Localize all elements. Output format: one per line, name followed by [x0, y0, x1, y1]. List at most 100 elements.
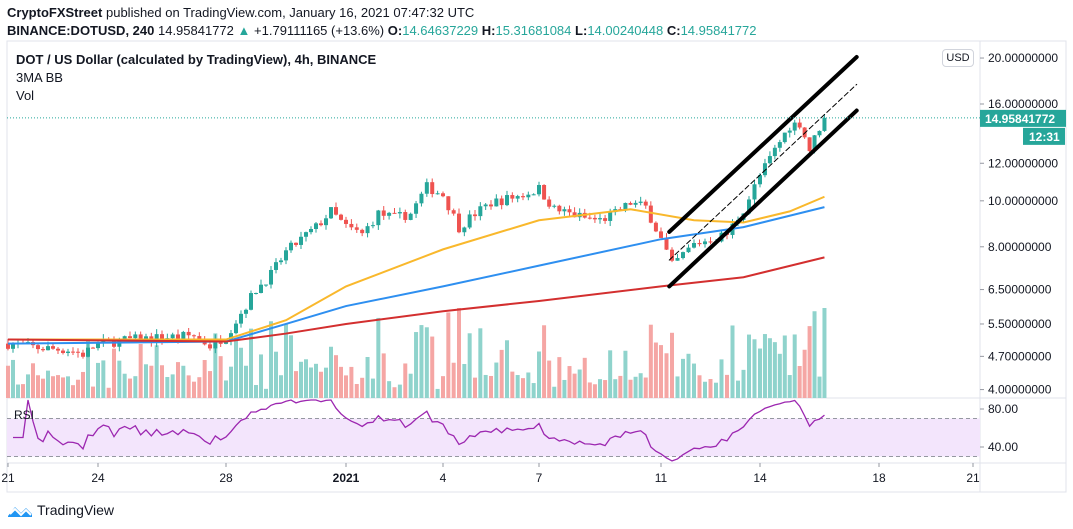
currency-button[interactable]: USD [942, 49, 974, 67]
rsi-tick-label: 40.00 [988, 440, 1018, 454]
low-value: 14.00240448 [587, 23, 664, 38]
candle-body [344, 219, 348, 224]
volume-bar [681, 358, 685, 398]
countdown-badge [1023, 127, 1065, 145]
volume-bar [144, 364, 148, 398]
candle-body [299, 236, 303, 245]
volume-bar [101, 360, 106, 398]
candle-body [213, 338, 218, 349]
volume-bar [562, 379, 567, 398]
volume-bar [802, 349, 807, 398]
moving-average-line [7, 206, 825, 345]
volume-bar [392, 387, 397, 398]
volume-bars [6, 308, 827, 398]
volume-bar [138, 343, 143, 398]
volume-bar [16, 384, 20, 398]
volume-bar [767, 338, 772, 398]
volume-bar [71, 385, 75, 398]
volume-bar [274, 351, 278, 398]
candle-body [628, 202, 633, 205]
low-label: L: [575, 23, 588, 38]
volume-bar [430, 336, 435, 398]
candle-body [274, 262, 278, 270]
volume-bar [334, 355, 338, 398]
volume-bar [697, 375, 702, 398]
volume-bar [381, 353, 386, 398]
volume-bar [633, 376, 638, 398]
candle-body [365, 226, 370, 234]
time-tick-label: 7 [536, 471, 543, 485]
volume-bar [154, 345, 159, 398]
volume-bar [557, 357, 562, 398]
volume-bar [165, 376, 170, 398]
candle-body [86, 347, 90, 357]
volume-bar [264, 388, 268, 398]
candle-body [483, 204, 488, 207]
volume-bar [117, 360, 122, 398]
volume-bar [703, 381, 707, 398]
candle-body [478, 206, 483, 217]
volume-bar [344, 375, 348, 398]
candle-body [138, 334, 143, 342]
moving-average-line [7, 256, 825, 343]
close-value: 14.95841772 [680, 23, 757, 38]
volume-bar [598, 379, 602, 398]
candle-body [708, 241, 713, 243]
volume-bar [521, 378, 525, 398]
volume-bar [772, 342, 777, 398]
price-tick-label: 12.00000000 [988, 156, 1058, 170]
volume-bar [229, 366, 233, 398]
volume-bar [289, 335, 293, 398]
candle-body [192, 335, 196, 337]
volume-bar [628, 379, 633, 398]
channel-line [668, 83, 858, 261]
candle-body [777, 142, 782, 148]
ohlc-line: BINANCE:DOTUSD, 240 14.95841772 ▲ +1.791… [7, 23, 757, 38]
volume-bar [510, 371, 515, 398]
volume-bar [817, 376, 822, 398]
legend-indicator-bb[interactable]: 3MA BB [16, 70, 63, 85]
price-tick-label: 6.50000000 [988, 283, 1052, 297]
volume-bar [747, 334, 751, 398]
volume-bar [659, 345, 663, 398]
volume-bar [577, 369, 582, 398]
volume-bar [254, 385, 258, 398]
legend-indicator-vol[interactable]: Vol [16, 88, 35, 103]
tradingview-logo[interactable]: TradingView [7, 502, 114, 518]
volume-bar [41, 378, 45, 398]
volume-bar [170, 374, 175, 398]
candle-body [703, 241, 707, 245]
rsi-tick-label: 80.00 [988, 402, 1018, 416]
volume-bar [582, 357, 587, 398]
open-label: O: [387, 23, 403, 38]
volume-bar [176, 362, 180, 398]
volume-bar [224, 380, 228, 398]
volume-bar [462, 364, 467, 398]
candle-body [334, 207, 338, 215]
chart-frame [6, 40, 1067, 493]
volume-bar [319, 371, 323, 398]
publisher[interactable]: CryptoFXStreet [7, 5, 103, 20]
candle-body [229, 333, 233, 341]
candle-body [446, 196, 451, 211]
volume-bar [46, 370, 50, 398]
candle-body [304, 232, 308, 237]
volume-bar [708, 379, 713, 398]
volume-bar [304, 359, 308, 398]
price-tick-label: 20.00000000 [988, 51, 1058, 65]
candle-body [598, 218, 602, 220]
candle-body [638, 201, 643, 203]
volume-bar [572, 373, 577, 398]
volume-bar [376, 317, 381, 398]
candle-body [567, 209, 572, 213]
price-tick-label: 5.50000000 [988, 317, 1052, 331]
volume-bar [244, 365, 248, 398]
time-tick-label: 11 [655, 471, 668, 485]
candle-body [66, 351, 70, 354]
volume-bar [542, 325, 547, 398]
volume-bar [329, 346, 333, 398]
candle-body [284, 250, 288, 261]
candle-body [56, 348, 60, 351]
rsi-band [7, 418, 980, 457]
